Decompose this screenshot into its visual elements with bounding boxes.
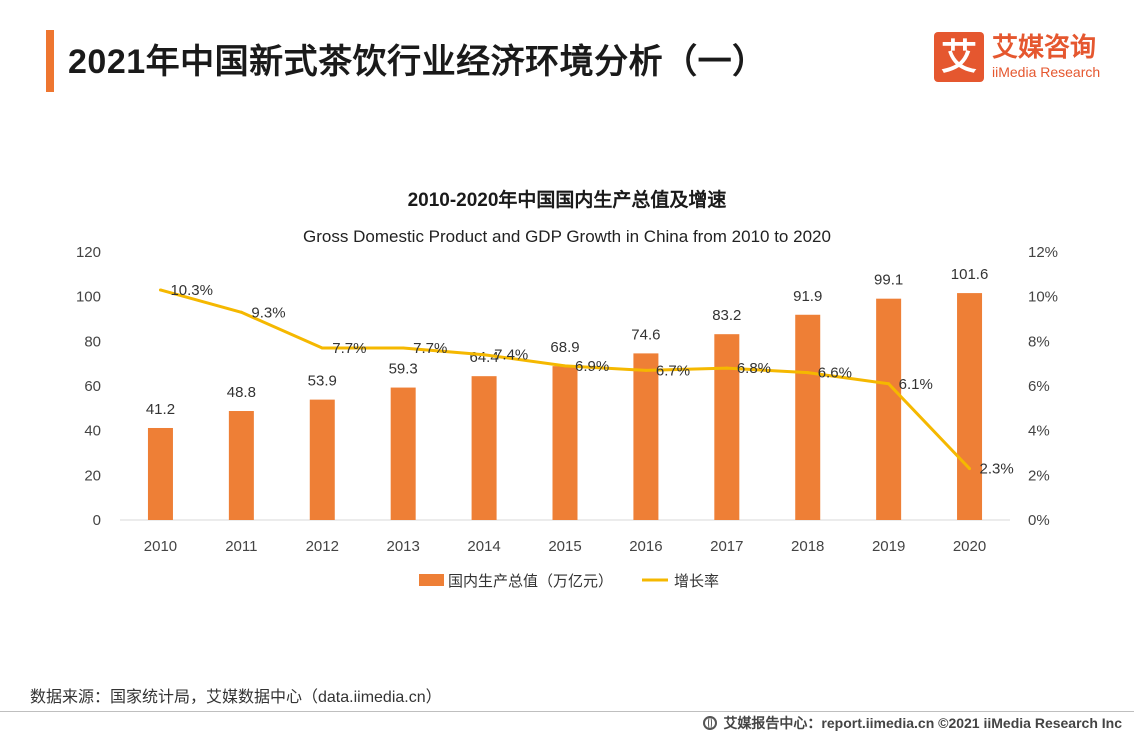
gdp-bar-label: 83.2 — [712, 307, 741, 324]
growth-rate-point — [482, 353, 486, 357]
gdp-bar-label: 53.9 — [308, 373, 337, 390]
gdp-bar — [957, 293, 983, 520]
gdp-bar-label: 59.3 — [389, 361, 418, 378]
x-tick-label: 2019 — [872, 538, 905, 555]
chart-subtitle: Gross Domestic Product and GDP Growth in… — [303, 227, 831, 246]
gdp-bar — [390, 387, 416, 520]
gdp-bar-label: 74.6 — [631, 326, 660, 343]
chart-title: 2010-2020年中国国内生产总值及增速 — [408, 188, 727, 211]
legend-bar-label: 国内生产总值（万亿元） — [448, 573, 613, 590]
y-left-tick-label: 40 — [84, 423, 101, 440]
gdp-bar — [876, 298, 902, 520]
growth-rate-label: 7.4% — [494, 347, 528, 364]
gdp-bar — [552, 366, 578, 520]
y-right-tick-label: 0% — [1028, 512, 1050, 529]
page-title: 2021年中国新式茶饮行业经济环境分析（一） — [68, 43, 767, 81]
y-left-tick-label: 100 — [76, 289, 101, 306]
gdp-bar — [147, 427, 173, 520]
gdp-bar — [471, 376, 497, 520]
growth-rate-point — [401, 346, 405, 350]
y-left-tick-label: 20 — [84, 467, 101, 484]
logo-mark-icon: 艾 — [934, 32, 984, 82]
x-tick-label: 2018 — [791, 538, 824, 555]
growth-rate-point — [644, 368, 648, 372]
x-tick-label: 2012 — [306, 538, 339, 555]
gdp-chart: 2010-2020年中国国内生产总值及增速 Gross Domestic Prod… — [76, 188, 1058, 590]
y-right-tick-label: 4% — [1028, 423, 1050, 440]
legend-line-label: 增长率 — [674, 573, 719, 590]
growth-rate-label: 9.3% — [251, 304, 285, 321]
globe-icon — [703, 716, 718, 730]
x-tick-label: 2010 — [144, 538, 177, 555]
logo-en-text: iiMedia Research — [992, 64, 1101, 80]
y-left-tick-label: 80 — [84, 333, 101, 350]
y-right-tick-label: 10% — [1028, 289, 1058, 306]
growth-rate-point — [239, 310, 243, 314]
growth-rate-label: 6.1% — [899, 376, 933, 393]
x-tick-label: 2013 — [386, 538, 419, 555]
y-right-tick-label: 2% — [1028, 467, 1050, 484]
x-tick-label: 2016 — [629, 538, 662, 555]
gdp-bar-label: 41.2 — [146, 401, 175, 418]
x-tick-label: 2017 — [710, 538, 743, 555]
gdp-bar-label: 91.9 — [793, 288, 822, 305]
gdp-bar-label: 48.8 — [227, 384, 256, 401]
growth-rate-point — [806, 371, 810, 375]
growth-rate-label: 2.3% — [980, 461, 1014, 478]
growth-rate-label: 7.7% — [332, 340, 366, 357]
y-left-tick-label: 120 — [76, 244, 101, 261]
title-accent-bar — [46, 30, 54, 92]
gdp-bar-label: 101.6 — [951, 266, 989, 283]
y-right-tick-label: 6% — [1028, 378, 1050, 395]
footer-credit-text: 艾媒报告中心：report.iimedia.cn ©2021 iiMedia R… — [723, 715, 1122, 731]
logo-cn-text: 艾媒咨询 — [992, 32, 1097, 62]
growth-rate-label: 6.8% — [737, 360, 771, 377]
x-tick-label: 2015 — [548, 538, 581, 555]
gdp-bar — [714, 334, 740, 520]
growth-rate-point — [968, 467, 972, 471]
growth-rate-point — [887, 382, 891, 386]
y-right-tick-label: 8% — [1028, 333, 1050, 350]
x-tick-label: 2011 — [225, 538, 257, 555]
x-tick-label: 2014 — [467, 538, 500, 555]
gdp-bar — [795, 314, 821, 520]
y-left-tick-label: 60 — [84, 378, 101, 395]
gdp-bar — [633, 353, 659, 520]
y-left-tick-label: 0 — [93, 512, 101, 529]
iimedia-logo: 艾 艾媒咨询 iiMedia Research — [934, 32, 1114, 84]
growth-rate-label: 6.7% — [656, 362, 690, 379]
growth-rate-point — [158, 288, 162, 292]
legend-bar-swatch — [419, 574, 444, 586]
growth-rate-label: 6.6% — [818, 365, 852, 382]
data-source: 数据来源：国家统计局，艾媒数据中心（data.iimedia.cn） — [30, 689, 442, 706]
gdp-bar-label: 68.9 — [550, 339, 579, 356]
growth-rate-point — [725, 366, 729, 370]
growth-rate-point — [563, 364, 567, 368]
growth-rate-point — [320, 346, 324, 350]
growth-rate-label: 6.9% — [575, 358, 609, 375]
growth-rate-label: 10.3% — [170, 282, 213, 299]
y-right-tick-label: 12% — [1028, 244, 1058, 261]
gdp-bar — [309, 399, 335, 520]
gdp-bar-label: 99.1 — [874, 272, 903, 289]
x-tick-label: 2020 — [953, 538, 986, 555]
footer-credit: 艾媒报告中心：report.iimedia.cn ©2021 iiMedia R… — [703, 713, 1122, 733]
growth-rate-label: 7.7% — [413, 340, 447, 357]
gdp-bar — [228, 411, 254, 520]
footer-divider — [0, 711, 1134, 712]
